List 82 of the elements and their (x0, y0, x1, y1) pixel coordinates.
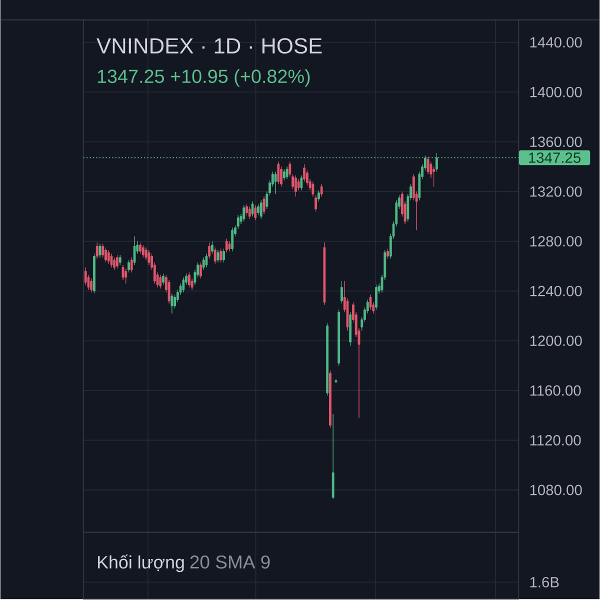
y-tick-label: 1160.00 (530, 385, 581, 396)
candlestick (369, 294, 372, 310)
candlestick (222, 248, 225, 263)
candlestick (251, 201, 254, 217)
candlestick (334, 379, 338, 384)
candlestick (90, 278, 93, 293)
candlestick (326, 323, 329, 396)
candlestick (93, 254, 96, 294)
candlestick (96, 242, 98, 260)
y-tick-label: 1440.00 (530, 37, 582, 48)
candlestick (110, 254, 113, 268)
candlestick (318, 190, 320, 202)
candlestick (257, 204, 260, 216)
text: 1347.25 +10.95 (+0.82%) (98, 69, 310, 87)
candlestick (202, 257, 205, 270)
candlestick (228, 241, 231, 252)
ref-line-label: 1347.25 (529, 152, 581, 164)
candlestick (162, 274, 164, 286)
text: 20 SMA 9 (190, 556, 270, 569)
y-tick-label: 1080.00 (530, 484, 582, 496)
y-tick-label: 1320.00 (530, 186, 582, 197)
y-tick-label: 1200.00 (530, 336, 582, 346)
candlestick (312, 182, 314, 197)
candlestick (332, 414, 334, 500)
candlestick (205, 254, 208, 268)
candlestick (116, 254, 118, 270)
candlestick (274, 172, 277, 194)
candlestick (142, 244, 144, 258)
candlestick (314, 195, 318, 212)
candlestick (426, 156, 430, 175)
candlestick (375, 284, 378, 310)
candlestick (211, 241, 214, 254)
candlestick (182, 277, 185, 293)
candlestick (139, 242, 142, 254)
text: VNINDEX · 1D · HOSE (96, 38, 322, 54)
text: 1.6B (530, 577, 559, 588)
candlestick (122, 264, 124, 280)
candlestick (170, 293, 174, 314)
candlestick (254, 205, 257, 221)
candlestick (128, 260, 130, 273)
candlestick (349, 312, 352, 346)
candlestick (200, 262, 202, 280)
candlestick (214, 247, 216, 264)
candlestick (208, 242, 211, 260)
candlestick (323, 242, 326, 306)
candlestick (216, 250, 220, 263)
candlestick (130, 257, 133, 273)
candlestick (286, 166, 288, 180)
y-tick-label: 1360.00 (530, 136, 582, 148)
candlestick (436, 152, 438, 172)
candlestick (225, 238, 228, 253)
candlestick (107, 250, 110, 264)
candlestick (277, 162, 280, 185)
candlestick (300, 175, 303, 191)
y-tick-label: 1240.00 (530, 286, 582, 296)
y-tick-label: 1120.00 (530, 435, 581, 446)
candlestick (260, 200, 262, 220)
candlestick (188, 272, 190, 288)
candlestick (320, 184, 323, 197)
y-tick-label: 1400.00 (530, 87, 582, 98)
candlestick (118, 254, 122, 266)
text: Khối lượng (98, 554, 184, 572)
candlestick (98, 244, 102, 258)
candlestick (282, 169, 286, 181)
candlestick (386, 248, 389, 260)
candlestick (248, 206, 251, 220)
candlestick (294, 175, 297, 197)
candlestick (124, 268, 128, 284)
candlestick (329, 370, 332, 428)
candlestick (159, 274, 162, 289)
candlestick (104, 247, 107, 263)
candlestick (231, 228, 234, 252)
candlestick (242, 205, 246, 222)
candlestick (133, 236, 136, 266)
candlestick (340, 281, 343, 304)
candlestick (246, 204, 248, 216)
candlestick (338, 310, 340, 366)
candlestick (113, 257, 116, 270)
candlestick (303, 164, 306, 182)
y-tick-label: 1280.00 (530, 236, 582, 247)
candlestick (262, 196, 266, 214)
candlestick (220, 248, 222, 263)
